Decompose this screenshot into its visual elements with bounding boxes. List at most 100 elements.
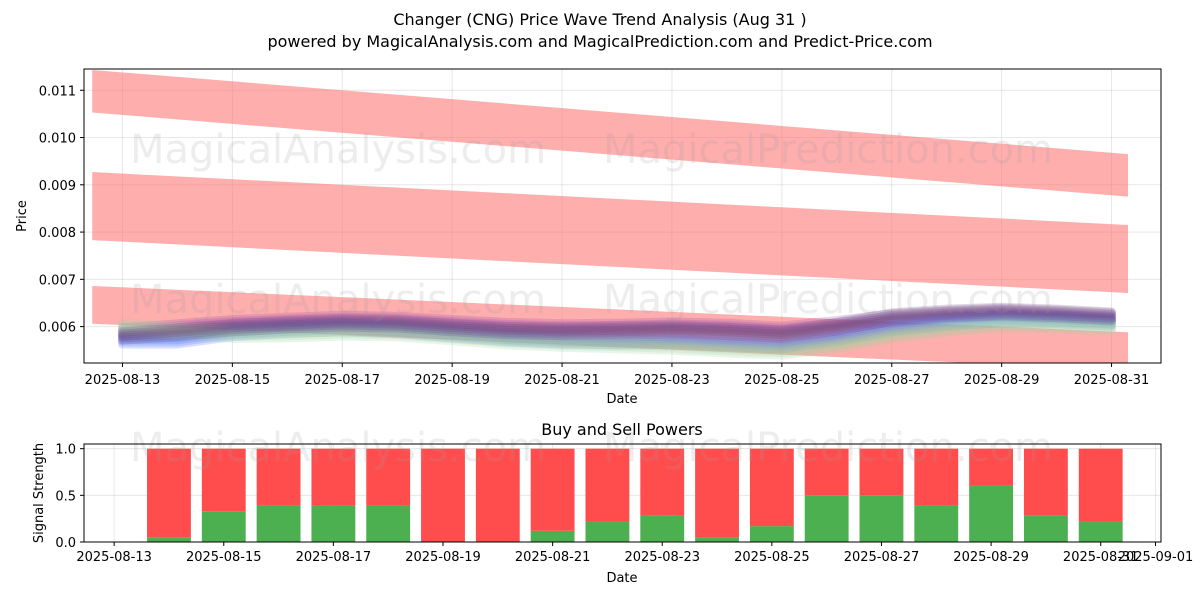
wave-line: [118, 307, 1116, 337]
wave-line: [118, 315, 1116, 351]
buy-bar: [804, 495, 849, 542]
buy-bar: [147, 537, 191, 542]
x-tick-label: 2025-08-13: [85, 373, 161, 388]
sell-bar: [475, 448, 520, 542]
x-tick-label: 2025-08-31: [1063, 550, 1139, 565]
y-tick-label: 0.009: [39, 179, 76, 194]
buy-bar: [695, 537, 739, 542]
price-waves: [118, 302, 1116, 360]
sell-bar: [914, 448, 959, 506]
watermark: MagicalPrediction.com: [603, 127, 1053, 173]
price-x-axis: 2025-08-13 2025-08-15 2025-08-17 2025-08-19…: [85, 363, 1150, 388]
sell-bar: [695, 448, 739, 538]
x-tick-label: 2025-08-17: [304, 373, 380, 388]
sell-bar: [1023, 448, 1068, 516]
wave-line: [118, 303, 1116, 333]
sell-bar: [1078, 448, 1123, 522]
chart-subtitle: powered by MagicalAnalysis.com and Magic…: [267, 32, 932, 51]
x-tick-label: 2025-08-21: [515, 550, 591, 565]
y-tick-label: 0.008: [39, 226, 76, 241]
y-tick-label: 0.5: [55, 489, 76, 504]
buy-bar: [859, 495, 904, 542]
signal-x-axis: 2025-08-13 2025-08-15 2025-08-17 2025-08-19…: [76, 542, 1193, 565]
wave-line: [118, 316, 1116, 352]
signal-plot-frame: [83, 443, 1162, 543]
y-tick-label: 0.006: [39, 321, 76, 336]
trend-bands: [92, 69, 1129, 363]
price-wave-panel: MagicalAnalysis.com MagicalPrediction.co…: [15, 68, 1162, 407]
x-tick-label: 2025-08-27: [844, 550, 920, 565]
wave-line: [118, 317, 1116, 354]
sell-bar: [256, 448, 301, 506]
sell-bar: [366, 448, 411, 506]
sell-bar: [147, 448, 191, 538]
x-tick-label: 2025-08-23: [624, 550, 700, 565]
watermark: MagicalPrediction.com: [603, 425, 1053, 471]
y-tick-label: 0.010: [39, 132, 76, 147]
buy-bar: [749, 526, 794, 542]
trend-band: [92, 69, 1129, 197]
signal-y-axis: 0.0 0.5 1.0: [55, 443, 84, 551]
buy-bar: [914, 505, 959, 542]
buy-bar: [530, 530, 575, 542]
x-tick-label: 2025-09-01: [1118, 550, 1194, 565]
x-tick-label: 2025-08-27: [854, 373, 930, 388]
x-tick-label: 2025-08-29: [964, 373, 1040, 388]
watermark: MagicalAnalysis.com: [130, 277, 546, 323]
x-tick-label: 2025-08-19: [414, 373, 490, 388]
sell-bar: [859, 448, 904, 496]
sell-bar: [640, 448, 685, 516]
sell-bar: [585, 448, 630, 522]
sell-bar: [969, 448, 1014, 486]
trend-band: [92, 285, 1129, 363]
buy-sell-panel: Buy and Sell Powers MagicalAnalysis.com …: [32, 420, 1193, 586]
x-tick-label: 2025-08-23: [634, 373, 710, 388]
x-tick-label: 2025-08-13: [76, 550, 152, 565]
wave-line: [118, 323, 1116, 360]
sell-bar: [311, 448, 356, 506]
x-tick-label: 2025-08-31: [1074, 373, 1150, 388]
x-tick-label: 2025-08-19: [405, 550, 481, 565]
price-plot-frame: [83, 68, 1162, 364]
buy-sell-title: Buy and Sell Powers: [541, 420, 703, 439]
wave-line: [118, 310, 1116, 339]
x-tick-label: 2025-08-15: [186, 550, 262, 565]
buy-bar: [1023, 515, 1068, 542]
sell-bar: [749, 448, 794, 527]
buy-bar: [366, 505, 411, 542]
wave-line: [118, 311, 1116, 347]
watermark: MagicalAnalysis.com: [130, 127, 546, 173]
wave-line: [118, 318, 1116, 354]
y-tick-label: 0.011: [39, 84, 76, 99]
x-tick-label: 2025-08-25: [734, 550, 810, 565]
price-x-axis-label: Date: [606, 392, 637, 407]
wave-line: [118, 309, 1116, 345]
watermark: MagicalPrediction.com: [603, 277, 1053, 323]
wave-line: [118, 304, 1116, 339]
wave-line: [118, 311, 1116, 345]
buy-bar: [640, 515, 685, 542]
sell-bar: [530, 448, 575, 531]
wave-line: [118, 314, 1116, 350]
y-tick-label: 0.0: [55, 536, 76, 551]
x-tick-label: 2025-08-17: [296, 550, 372, 565]
wave-line: [118, 302, 1116, 337]
x-tick-label: 2025-08-15: [195, 373, 271, 388]
wave-line: [118, 309, 1116, 343]
sell-bar: [421, 448, 465, 542]
x-tick-label: 2025-08-25: [744, 373, 820, 388]
buy-bar: [969, 485, 1014, 542]
sell-bar: [201, 448, 246, 512]
price-y-axis: 0.006 0.007 0.008 0.009 0.010 0.011: [39, 84, 84, 336]
wave-line: [118, 312, 1116, 341]
buy-bar: [256, 505, 301, 542]
buy-bar: [201, 511, 246, 542]
signal-x-axis-label: Date: [606, 571, 637, 586]
wave-line: [118, 321, 1116, 358]
buy-bar: [311, 505, 356, 542]
wave-line: [118, 307, 1116, 341]
watermark: MagicalAnalysis.com: [130, 425, 546, 471]
trend-band: [92, 172, 1129, 294]
y-tick-label: 1.0: [55, 443, 76, 458]
